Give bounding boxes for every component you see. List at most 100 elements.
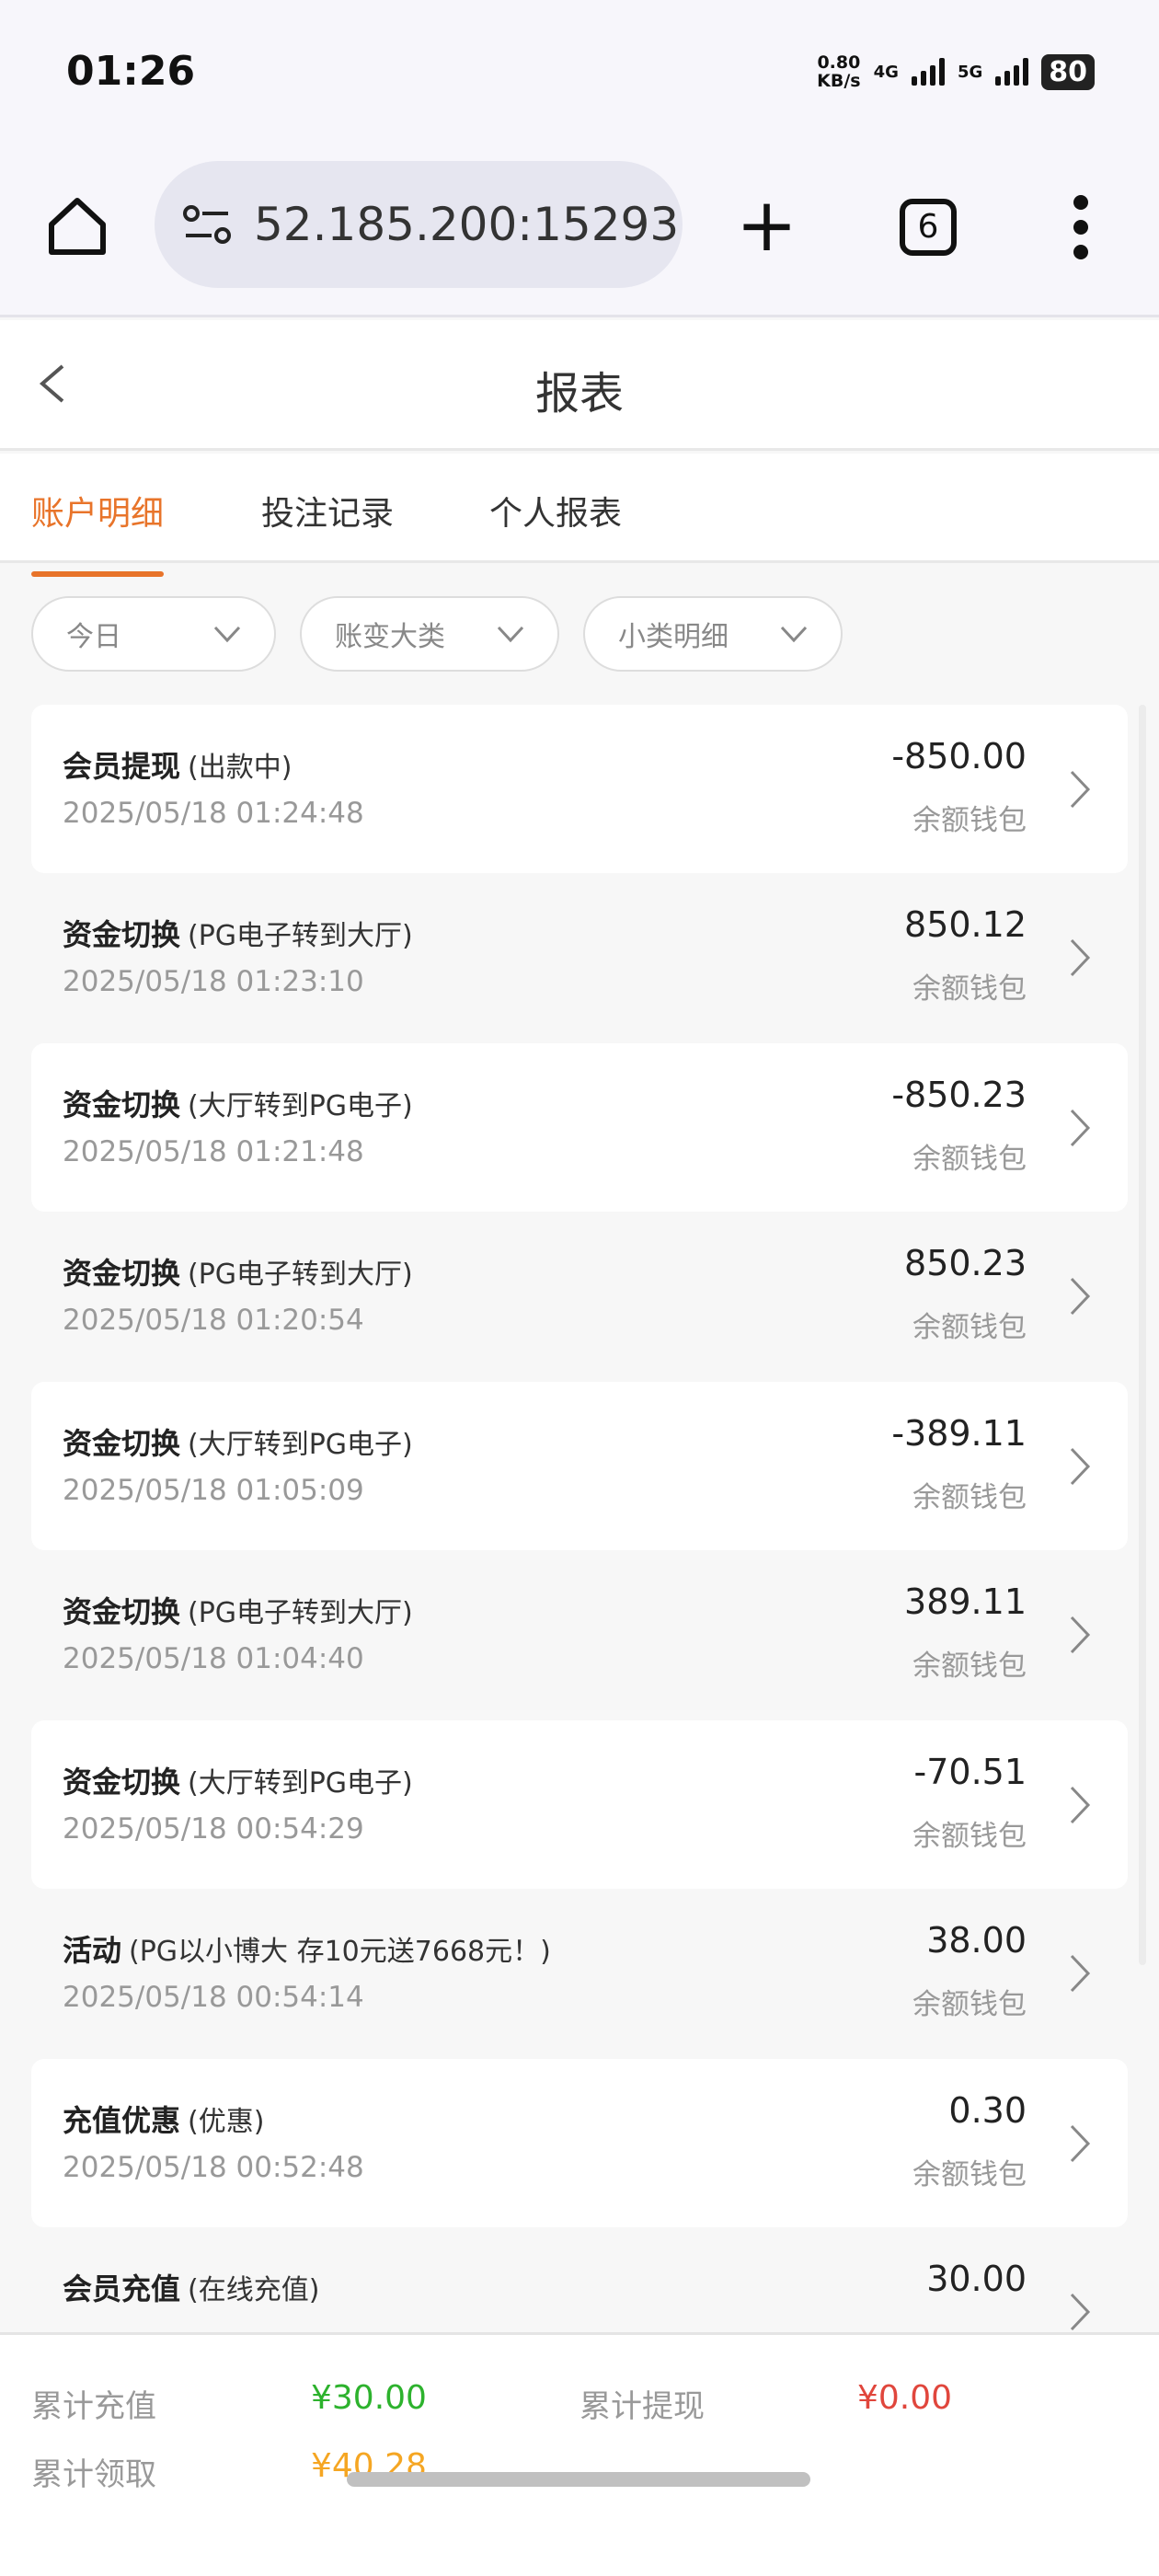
- transaction-wallet: 余额钱包: [912, 1820, 1027, 1853]
- network-speed: 0.80 KB/s: [817, 52, 861, 91]
- transaction-detail: (出款中): [188, 752, 293, 784]
- transaction-type: 会员充值 (在线充值): [63, 2271, 320, 2306]
- transaction-time: 2025/05/18 01:05:09: [63, 1474, 364, 1507]
- subcategory-filter-dropdown[interactable]: 小类明细: [583, 596, 843, 672]
- tab-personal-report[interactable]: 个人报表: [489, 495, 623, 533]
- transaction-detail: (大厅转到PG电子): [188, 1429, 413, 1461]
- network-4g-label: 4G: [873, 62, 899, 82]
- transaction-detail: (PG电子转到大厅): [188, 1259, 413, 1291]
- summary-footer: 累计充值 ¥30.00 累计提现 ¥0.00 累计领取 ¥40.28: [0, 2332, 1159, 2576]
- url-text[interactable]: 52.185.200:15293: [254, 198, 680, 251]
- transaction-type: 资金切换 (大厅转到PG电子): [63, 1765, 413, 1800]
- chevron-right-icon: [1070, 1786, 1091, 1824]
- transaction-time: 2025/05/18 00:52:48: [63, 2151, 364, 2184]
- chevron-right-icon: [1070, 1954, 1091, 1993]
- transaction-wallet: 余额钱包: [912, 972, 1027, 1006]
- chevron-right-icon: [1070, 1109, 1091, 1147]
- page-title: 报表: [534, 368, 624, 420]
- chevron-down-icon: [213, 626, 241, 643]
- tab-bet-records[interactable]: 投注记录: [261, 495, 395, 533]
- transaction-amount: 389.11: [904, 1581, 1027, 1622]
- site-settings-icon[interactable]: [182, 205, 234, 246]
- total-recharge-value: ¥30.00: [311, 2379, 427, 2417]
- transaction-amount: 38.00: [926, 1920, 1027, 1961]
- new-tab-icon[interactable]: +: [736, 182, 798, 268]
- transaction-wallet: 余额钱包: [912, 1311, 1027, 1344]
- transaction-type: 资金切换 (大厅转到PG电子): [63, 1087, 413, 1122]
- chevron-right-icon: [1070, 2124, 1091, 2163]
- transaction-row[interactable]: 充值优惠 (优惠) 2025/05/18 00:52:48 0.30 余额钱包: [31, 2059, 1128, 2227]
- transaction-amount: 30.00: [926, 2259, 1027, 2299]
- transaction-time: 2025/05/18 00:54:14: [63, 1981, 364, 2014]
- total-withdraw-value: ¥0.00: [857, 2379, 953, 2417]
- transaction-wallet: 余额钱包: [912, 1143, 1027, 1176]
- chevron-right-icon: [1070, 938, 1091, 977]
- transaction-detail: (PG电子转到大厅): [188, 1597, 413, 1629]
- transaction-type: 活动 (PG以小博大 存10元送7668元！): [63, 1933, 551, 1968]
- transaction-amount: 850.12: [904, 904, 1027, 945]
- transaction-row[interactable]: 会员充值 (在线充值) 30.00: [31, 2227, 1128, 2398]
- date-filter-dropdown[interactable]: 今日: [31, 596, 276, 672]
- transaction-wallet: 余额钱包: [912, 1650, 1027, 1683]
- chevron-down-icon: [497, 626, 524, 643]
- transaction-time: 2025/05/18 01:20:54: [63, 1304, 364, 1337]
- transaction-time: 2025/05/18 01:21:48: [63, 1135, 364, 1168]
- transaction-wallet: 余额钱包: [912, 2158, 1027, 2191]
- total-claim-label: 累计领取: [31, 2456, 156, 2493]
- page-header: 报表: [0, 320, 1159, 451]
- signal-icon: [911, 58, 945, 86]
- transaction-detail: (PG电子转到大厅): [188, 920, 413, 952]
- transaction-row[interactable]: 活动 (PG以小博大 存10元送7668元！) 2025/05/18 00:54:1…: [31, 1889, 1128, 2059]
- transaction-detail: (大厅转到PG电子): [188, 1767, 413, 1800]
- back-icon[interactable]: [35, 362, 68, 405]
- status-icons: 0.80 KB/s 4G 5G 80: [817, 53, 1095, 90]
- address-bar[interactable]: 52.185.200:15293: [155, 161, 683, 288]
- tab-switcher-button[interactable]: 6: [900, 199, 957, 256]
- transaction-row[interactable]: 资金切换 (PG电子转到大厅) 2025/05/18 01:04:40 389.11 余…: [31, 1550, 1128, 1720]
- transaction-type: 资金切换 (大厅转到PG电子): [63, 1426, 413, 1461]
- transaction-row[interactable]: 会员提现 (出款中) 2025/05/18 01:24:48 -850.00 余额钱包: [31, 705, 1128, 873]
- filter-bar: 今日 账变大类 小类明细: [31, 596, 843, 672]
- chevron-down-icon: [780, 626, 808, 643]
- transaction-detail: (在线充值): [188, 2274, 320, 2306]
- category-filter-dropdown[interactable]: 账变大类: [300, 596, 559, 672]
- transaction-detail: (优惠): [188, 2106, 265, 2138]
- transaction-row[interactable]: 资金切换 (PG电子转到大厅) 2025/05/18 01:23:10 850.12 余…: [31, 873, 1128, 1043]
- transaction-type: 会员提现 (出款中): [63, 749, 293, 784]
- transaction-row[interactable]: 资金切换 (大厅转到PG电子) 2025/05/18 01:05:09 -389.11…: [31, 1382, 1128, 1550]
- transaction-wallet: 余额钱包: [912, 804, 1027, 837]
- transaction-row[interactable]: 资金切换 (大厅转到PG电子) 2025/05/18 00:54:29 -70.51 余…: [31, 1720, 1128, 1889]
- chevron-right-icon: [1070, 1447, 1091, 1486]
- transaction-wallet: 余额钱包: [912, 1988, 1027, 2021]
- total-withdraw-label: 累计提现: [580, 2388, 705, 2425]
- transaction-type: 资金切换 (PG电子转到大厅): [63, 1256, 413, 1291]
- home-indicator[interactable]: [347, 2472, 810, 2487]
- transaction-amount: -850.23: [891, 1075, 1027, 1115]
- transaction-row[interactable]: 资金切换 (PG电子转到大厅) 2025/05/18 01:20:54 850.23 余…: [31, 1212, 1128, 1382]
- transaction-type: 资金切换 (PG电子转到大厅): [63, 1594, 413, 1629]
- transaction-detail: (大厅转到PG电子): [188, 1090, 413, 1122]
- status-time: 01:26: [66, 48, 196, 95]
- chevron-right-icon: [1070, 1616, 1091, 1654]
- chevron-right-icon: [1070, 1277, 1091, 1316]
- chevron-right-icon: [1070, 770, 1091, 809]
- transaction-amount: -389.11: [891, 1413, 1027, 1454]
- tab-account-details[interactable]: 账户明细: [31, 487, 165, 577]
- transaction-amount: -70.51: [913, 1752, 1027, 1792]
- transaction-type: 资金切换 (PG电子转到大厅): [63, 917, 413, 952]
- chevron-right-icon: [1070, 2293, 1091, 2331]
- transaction-wallet: 余额钱包: [912, 1481, 1027, 1514]
- battery-icon: 80: [1041, 53, 1095, 90]
- home-icon[interactable]: [44, 193, 110, 259]
- transaction-time: 2025/05/18 01:23:10: [63, 965, 364, 998]
- transaction-time: 2025/05/18 01:04:40: [63, 1642, 364, 1675]
- browser-chrome: 01:26 0.80 KB/s 4G 5G 80 52.185.200:15293…: [0, 0, 1159, 317]
- transaction-row[interactable]: 资金切换 (大厅转到PG电子) 2025/05/18 01:21:48 -850.23…: [31, 1043, 1128, 1212]
- transaction-amount: -850.00: [891, 736, 1027, 776]
- transaction-detail: (PG以小博大 存10元送7668元！): [129, 1936, 551, 1968]
- signal-icon: [995, 58, 1029, 86]
- total-recharge-label: 累计充值: [31, 2388, 156, 2425]
- scrollbar[interactable]: [1139, 705, 1146, 1965]
- more-menu-icon[interactable]: [1069, 195, 1093, 259]
- tab-bar: 账户明细 投注记录 个人报表: [0, 454, 1159, 577]
